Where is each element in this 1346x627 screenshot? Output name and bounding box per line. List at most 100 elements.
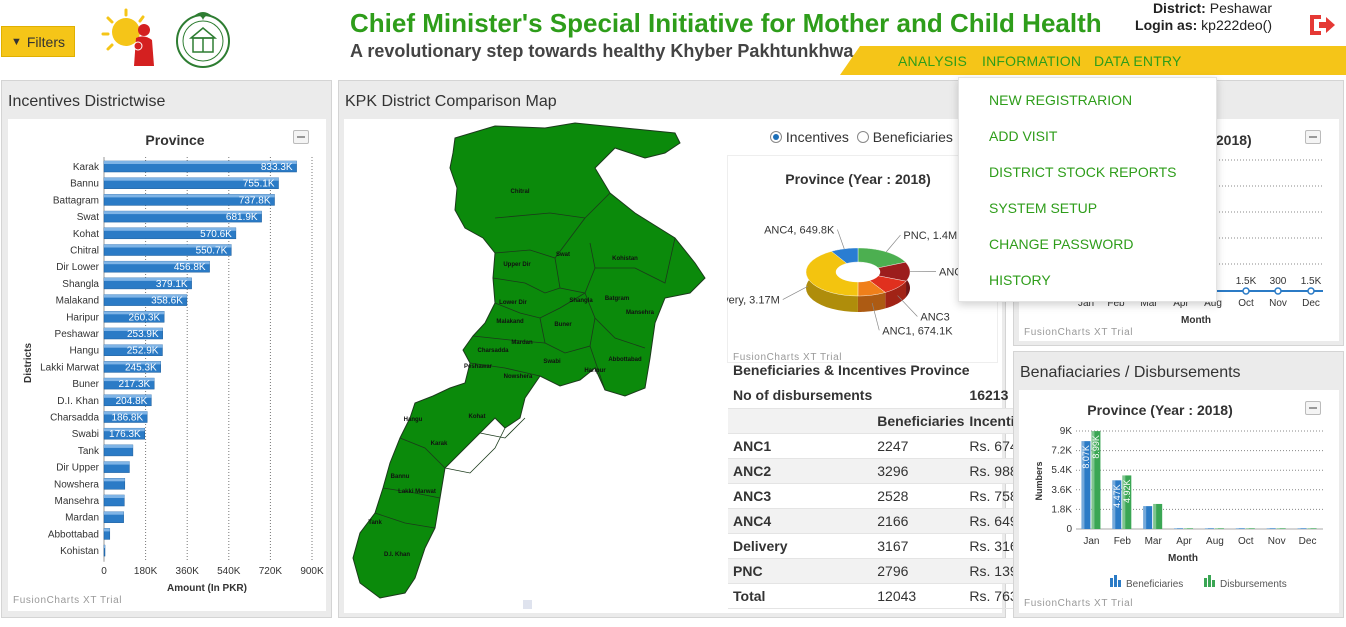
map-district-label: Charsadda — [477, 348, 509, 354]
bd-chart-card — [1019, 390, 1339, 613]
bar[interactable] — [1091, 431, 1101, 529]
nav-analysis[interactable]: ANALYSIS — [898, 53, 968, 69]
bar[interactable] — [1204, 528, 1214, 529]
bar-value-label: 8.99K — [1091, 435, 1101, 459]
incentives-radio[interactable] — [770, 131, 782, 143]
trend-point[interactable] — [1274, 287, 1282, 295]
month-label: Mar — [1145, 536, 1163, 547]
pie-slice-side — [885, 281, 907, 309]
bd-x-axis-label: Month — [1168, 553, 1198, 564]
filters-label: Filters — [26, 33, 65, 50]
y-tick-label: 1.8K — [1051, 504, 1072, 515]
bar-highlight — [1276, 528, 1280, 529]
bar-value-label: 755.1K — [243, 179, 275, 190]
logout-icon[interactable] — [1307, 12, 1337, 38]
map-district-label: Kohat — [469, 414, 486, 420]
main-navbar — [840, 46, 1346, 75]
kpk-district-map[interactable]: Chitral Upper Dir Swat Kohistan Lower Dir Sha… — [345, 118, 715, 612]
bar-value-label: 8.07K — [1081, 445, 1091, 469]
category-label: Peshawar — [55, 329, 100, 340]
table-header-cell — [728, 408, 873, 434]
bar[interactable] — [1307, 528, 1317, 529]
bar-highlight — [104, 495, 125, 498]
bar[interactable] — [1297, 528, 1307, 529]
bar-highlight — [104, 478, 125, 482]
bar[interactable] — [1214, 528, 1224, 529]
table-cell: 3296 — [872, 458, 965, 484]
trend-point[interactable] — [1307, 287, 1315, 295]
table-row: No of disbursements 16213 — [728, 383, 1058, 409]
category-label: Malakand — [56, 296, 99, 307]
bar[interactable] — [103, 194, 275, 206]
incentives-chart-menu-button[interactable] — [293, 130, 309, 144]
menu-item-add-visit[interactable]: ADD VISIT — [989, 128, 1058, 144]
bar[interactable] — [1112, 480, 1122, 529]
bar[interactable] — [103, 311, 165, 323]
map-district-label: Lakki Marwat — [398, 489, 436, 495]
bar-highlight — [1245, 528, 1249, 529]
bar-highlight — [1235, 528, 1239, 529]
trend-month-label: Nov — [1269, 298, 1287, 309]
disbursements-label: No of disbursements — [728, 383, 873, 409]
bd-chart-menu-button[interactable] — [1305, 401, 1321, 415]
bar[interactable] — [1122, 475, 1132, 529]
bar[interactable] — [103, 177, 279, 189]
category-label: Swabi — [72, 429, 99, 440]
bar-highlight — [1307, 528, 1311, 529]
bar-highlight — [1204, 528, 1208, 529]
incentives-x-axis-label: Amount (In PKR) — [167, 583, 247, 594]
beneficiaries-radio[interactable] — [856, 131, 869, 143]
legend-disbursements[interactable]: Disbursements — [1204, 575, 1287, 590]
bar[interactable] — [1081, 441, 1091, 529]
bar[interactable] — [1184, 528, 1194, 529]
table-cell: ANC1 — [728, 433, 873, 459]
category-label: Karak — [73, 162, 100, 173]
category-label: Dir Lower — [56, 262, 99, 273]
x-tick-label: 180K — [134, 566, 158, 577]
map-district-label: Upper Dir — [503, 262, 531, 268]
category-label: Dir Upper — [56, 463, 99, 474]
bar[interactable] — [1245, 528, 1255, 529]
nav-information[interactable]: INFORMATION — [982, 53, 1082, 69]
trend-month-label: Feb — [1107, 298, 1125, 309]
user-info: District: Peshawar Login as: kp222deo() — [1135, 0, 1272, 34]
map-district-label: Mansehra — [626, 310, 655, 316]
map-district-label: Mardan — [511, 340, 533, 346]
trend-month-label: Dec — [1302, 298, 1320, 309]
bar[interactable] — [103, 544, 106, 557]
menu-item-system-setup[interactable]: SYSTEM SETUP — [989, 200, 1098, 216]
trend-chart-menu-button[interactable] — [1305, 130, 1321, 144]
menu-item-change-password[interactable]: CHANGE PASSWORD — [989, 236, 1134, 252]
menu-item-district-stock-reports[interactable]: DISTRICT STOCK REPORTS — [989, 164, 1177, 180]
month-label: Dec — [1299, 536, 1317, 547]
bar[interactable] — [1235, 528, 1245, 529]
bar[interactable] — [1174, 528, 1184, 529]
map-district-label: Malakand — [496, 319, 524, 325]
bar[interactable] — [1266, 528, 1276, 529]
pie-label-connector — [782, 286, 809, 300]
menu-item-new-registration[interactable]: NEW REGISTRARION — [989, 92, 1133, 108]
menu-item-history[interactable]: HISTORY — [989, 272, 1051, 288]
bar[interactable] — [1276, 528, 1286, 529]
bar-highlight — [1112, 480, 1116, 529]
legend-beneficiaries[interactable]: Beneficiaries — [1110, 575, 1183, 590]
category-label: Chitral — [70, 246, 99, 257]
map-district-label: Batgram — [605, 296, 629, 302]
filters-button[interactable]: ▼ Filters — [1, 26, 75, 57]
map-district-label: Swabi — [543, 359, 561, 365]
pie-label-connector — [897, 295, 918, 317]
table-header-row: Beneficiaries Incentives — [728, 408, 1058, 434]
bar-highlight — [104, 444, 133, 448]
bar[interactable] — [1153, 503, 1163, 529]
trend-value-label: 1.5K — [1301, 276, 1322, 287]
bar-highlight — [104, 311, 165, 315]
x-tick-label: 720K — [259, 566, 283, 577]
legend-beneficiaries-label: Beneficiaries — [1126, 579, 1183, 590]
bar-highlight — [1122, 475, 1126, 529]
bar-value-label: 681.9K — [226, 212, 258, 223]
bar[interactable] — [1143, 506, 1153, 529]
nav-data-entry[interactable]: DATA ENTRY — [1094, 53, 1182, 69]
trend-point[interactable] — [1242, 287, 1250, 295]
pie-label-connector — [886, 234, 901, 253]
